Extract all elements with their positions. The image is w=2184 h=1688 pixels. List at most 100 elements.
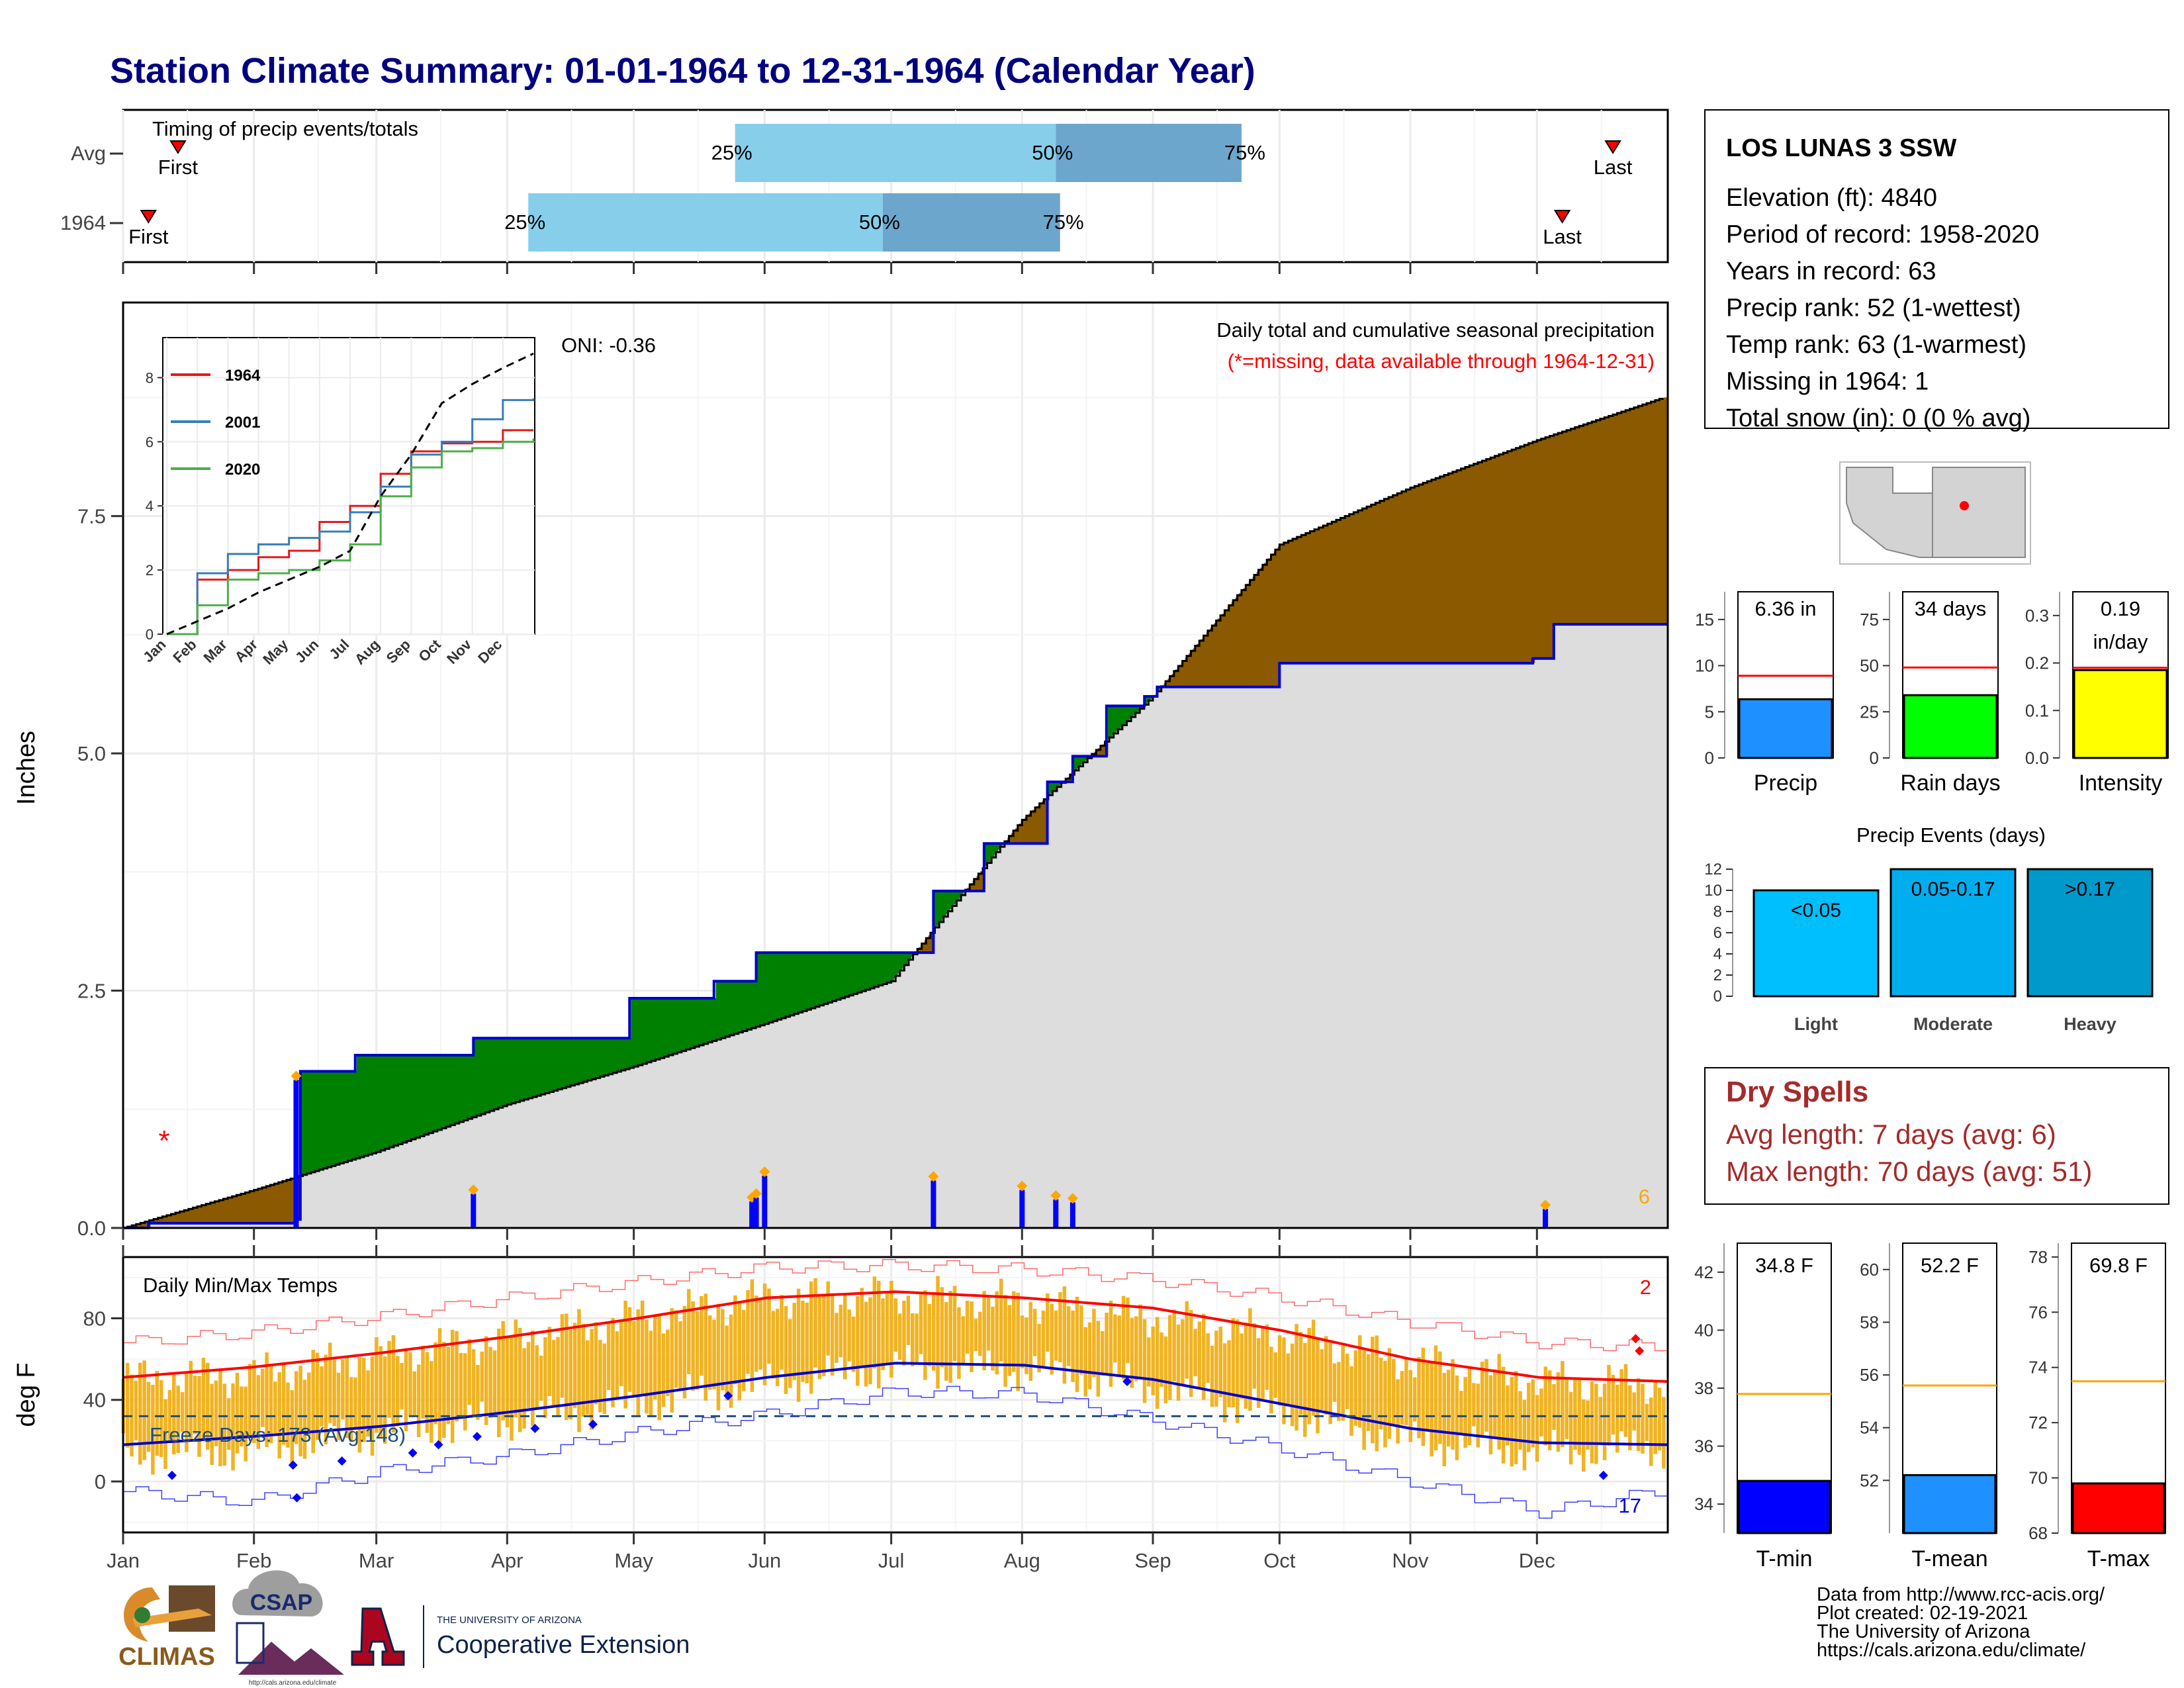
year-above-area bbox=[439, 1055, 442, 1129]
year-above-area bbox=[882, 953, 885, 984]
daily-temp-bar bbox=[450, 1329, 455, 1443]
gauge-tick-label: 70 bbox=[2028, 1468, 2048, 1488]
avg-above-area bbox=[1179, 665, 1182, 687]
year-above-area bbox=[343, 1071, 346, 1162]
daily-temp-bar bbox=[1298, 1331, 1303, 1415]
daily-temp-bar bbox=[492, 1350, 497, 1413]
year-above-area bbox=[461, 1055, 464, 1121]
avg-above-area bbox=[196, 1206, 199, 1223]
avg-above-area bbox=[1416, 485, 1420, 663]
avg-above-area bbox=[1443, 475, 1447, 663]
avg-above-area bbox=[1200, 639, 1203, 687]
avg-above-area bbox=[1096, 749, 1099, 757]
daily-temp-bar bbox=[455, 1331, 459, 1422]
precip-events-title: Precip Events (days) bbox=[1856, 823, 2046, 847]
temp-y-tick-label: 40 bbox=[83, 1389, 106, 1412]
daily-temp-bar bbox=[1020, 1315, 1024, 1368]
avg-above-area bbox=[1430, 480, 1433, 663]
daily-temp-bar bbox=[1286, 1353, 1291, 1407]
avg-max-line bbox=[122, 1290, 1668, 1383]
year-above-area bbox=[700, 998, 703, 1045]
daily-temp-bar bbox=[421, 1345, 425, 1419]
avg-above-area bbox=[1551, 435, 1555, 659]
daily-temp-bar bbox=[142, 1360, 146, 1460]
daily-temp-bar bbox=[425, 1352, 430, 1433]
daily-temp-bar bbox=[809, 1281, 813, 1394]
daily-temp-bar bbox=[577, 1309, 581, 1432]
year-above-area bbox=[764, 953, 767, 1024]
year-above-area bbox=[752, 981, 755, 1028]
inset-legend: 1964 2001 2020 bbox=[171, 367, 261, 479]
daily-temp-bar bbox=[467, 1338, 471, 1405]
avg-above-area bbox=[1654, 400, 1657, 625]
avg-above-area bbox=[1334, 520, 1336, 663]
year-above-area bbox=[561, 1038, 564, 1089]
avg-above-area bbox=[1538, 440, 1541, 659]
daily-temp-bar bbox=[206, 1362, 210, 1450]
avg-above-area bbox=[1571, 428, 1574, 625]
daily-temp-bar bbox=[1472, 1383, 1476, 1427]
avg-above-area bbox=[1210, 628, 1213, 687]
timing-bars: 25% 50% 75% First Last 25% 50% 75% First Last bbox=[128, 124, 1633, 252]
events-category-label: Moderate bbox=[1913, 1014, 1993, 1034]
daily-temp-bar bbox=[1539, 1388, 1543, 1437]
station-lines: Elevation (ft): 4840 Period of record: 19… bbox=[1726, 184, 2039, 432]
daily-precip-marker bbox=[1540, 1199, 1551, 1211]
year-above-area bbox=[762, 953, 765, 1025]
avg-above-area bbox=[1515, 448, 1518, 663]
year-above-area bbox=[843, 953, 846, 998]
precip-panel: 0.0 2.5 5.0 7.5 Inches Daily total and cumu… bbox=[13, 301, 1669, 1240]
year-above-area bbox=[835, 953, 839, 1000]
year-above-area bbox=[943, 890, 946, 917]
daily-temp-bar bbox=[1214, 1331, 1218, 1407]
avg-above-area bbox=[1610, 415, 1612, 625]
year-above-area bbox=[621, 1038, 624, 1070]
daily-temp-bar bbox=[695, 1311, 700, 1390]
year-above-area bbox=[743, 981, 746, 1031]
avg-above-area bbox=[1500, 453, 1502, 663]
year-above-area bbox=[484, 1038, 487, 1113]
daily-temp-bar bbox=[1426, 1363, 1430, 1431]
daily-temp-bar bbox=[159, 1380, 163, 1458]
year-above-area bbox=[588, 1038, 591, 1080]
daily-temp-bar bbox=[281, 1364, 286, 1445]
avg-above-area bbox=[1576, 426, 1580, 625]
daily-temp-bar bbox=[226, 1398, 231, 1450]
timing-bar-q25-q50 bbox=[735, 124, 1056, 182]
daily-temp-bar bbox=[640, 1300, 645, 1396]
year-above-area bbox=[608, 1038, 610, 1075]
daily-temp-bar bbox=[341, 1359, 345, 1420]
daily-temp-bar bbox=[750, 1279, 754, 1392]
year-above-area bbox=[428, 1055, 431, 1133]
avg-above-area bbox=[1399, 492, 1402, 663]
avg-above-area bbox=[1340, 518, 1342, 663]
daily-temp-bar bbox=[551, 1340, 556, 1405]
year-above-area bbox=[745, 981, 747, 1031]
daily-temp-bar bbox=[1066, 1306, 1071, 1366]
daily-temp-bar bbox=[632, 1321, 636, 1397]
year-above-area bbox=[644, 998, 647, 1063]
year-above-area bbox=[1079, 756, 1081, 767]
avg-above-area bbox=[1017, 825, 1020, 844]
gauge-value-label: 6.36 in bbox=[1754, 597, 1816, 620]
year-above-area bbox=[306, 1071, 309, 1174]
year-above-area bbox=[870, 953, 873, 988]
daily-temp-bar bbox=[1396, 1379, 1400, 1444]
avg-above-area bbox=[1627, 409, 1630, 625]
daily-temp-bar bbox=[1117, 1315, 1121, 1377]
gauge-tick-label: 74 bbox=[2028, 1358, 2048, 1378]
daily-temp-bar bbox=[252, 1360, 256, 1443]
year-above-area bbox=[847, 953, 850, 996]
daily-temp-bar bbox=[437, 1328, 442, 1445]
daily-temp-bar bbox=[484, 1336, 488, 1425]
avg-above-area bbox=[244, 1192, 248, 1223]
record-low-marker bbox=[337, 1456, 347, 1466]
station-info-line: Period of record: 1958-2020 bbox=[1726, 221, 2039, 249]
daily-temp-bar bbox=[1105, 1312, 1109, 1375]
avg-above-area bbox=[289, 1179, 292, 1223]
year-above-area bbox=[825, 953, 829, 1004]
year-above-area bbox=[521, 1038, 523, 1101]
year-above-area bbox=[1117, 706, 1120, 730]
avg-above-area bbox=[159, 1217, 162, 1223]
year-above-area bbox=[503, 1038, 506, 1106]
